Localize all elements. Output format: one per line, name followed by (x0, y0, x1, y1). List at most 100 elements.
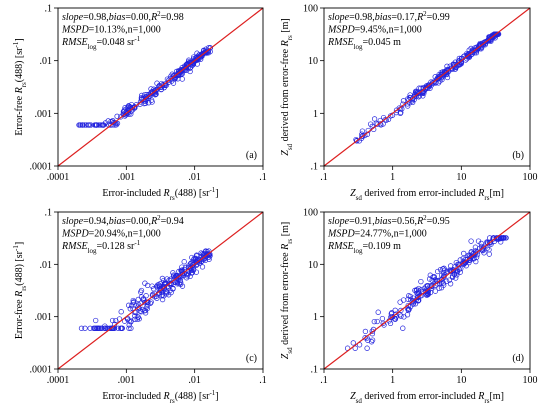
data-point (415, 298, 421, 304)
data-point (503, 235, 509, 241)
data-point (452, 66, 458, 72)
data-point (468, 238, 474, 244)
data-point (404, 305, 411, 312)
data-point (406, 97, 412, 103)
y-tick-label: .1 (45, 208, 53, 219)
data-point (374, 318, 380, 325)
data-point (482, 39, 488, 45)
data-point (127, 306, 133, 312)
y-tick-label: .01 (40, 56, 53, 67)
data-point (179, 66, 185, 73)
data-point (454, 270, 460, 276)
data-point (360, 133, 366, 139)
data-point (157, 281, 163, 287)
stat-line: MSPD=24.77%,n=1,000 (327, 229, 427, 240)
y-tick-label: .001 (35, 109, 53, 120)
y-tick-label: .0001 (30, 162, 53, 173)
data-point (128, 111, 134, 117)
data-point (134, 316, 140, 323)
data-point (371, 116, 378, 122)
data-point (115, 325, 121, 331)
data-point (187, 65, 193, 71)
data-point (415, 291, 421, 297)
data-point (486, 251, 492, 257)
data-point (482, 243, 488, 249)
plot-frame (57, 211, 264, 370)
panel-d: .1.1 1 1 10 10 100 100 slope=0.91,bias=0.56,R2=… (280, 208, 538, 406)
x-tick-label: 10 (456, 375, 466, 386)
data-point (475, 238, 482, 244)
data-point (438, 285, 445, 291)
data-point (447, 281, 454, 287)
data-point (486, 247, 492, 253)
y-tick-label: .001 (35, 312, 53, 323)
data-point (400, 297, 407, 303)
data-point (190, 262, 196, 268)
data-point (454, 272, 460, 278)
data-point (175, 76, 181, 82)
data-point (456, 55, 462, 62)
x-axis-label: Error-included Rrs(488) [sr-1] (102, 186, 218, 202)
data-point (143, 293, 149, 299)
data-point (389, 310, 395, 316)
data-point (501, 235, 507, 241)
data-point (432, 288, 439, 294)
data-point (446, 267, 453, 273)
y-tick-label: .1 (45, 4, 53, 15)
one-to-one-line (323, 211, 531, 370)
data-point (203, 49, 209, 55)
data-point (161, 281, 167, 287)
data-point (195, 55, 201, 61)
panel-a: .0001.0001 .001 .001 .01 .01 .1 .1 slope=0.98,b… (12, 4, 267, 203)
data-point (471, 47, 477, 54)
panel-label: (d) (512, 353, 524, 364)
data-point (441, 71, 447, 78)
data-point (119, 325, 125, 331)
data-point (168, 289, 174, 296)
data-point (421, 90, 427, 96)
data-point (426, 82, 432, 88)
data-point (365, 337, 371, 343)
data-point (167, 76, 173, 82)
y-tick-label: 100 (303, 4, 318, 15)
data-point (199, 256, 206, 262)
data-point (161, 277, 167, 284)
data-point (486, 239, 493, 246)
data-point (202, 257, 208, 264)
data-point (426, 276, 433, 282)
data-point (148, 97, 155, 103)
data-point (98, 325, 104, 331)
data-point (198, 56, 204, 62)
data-point (149, 283, 155, 289)
x-tick-label: 100 (523, 172, 538, 183)
data-point (135, 296, 141, 303)
data-point (364, 345, 370, 351)
data-point (359, 128, 366, 134)
data-point (132, 105, 138, 111)
stat-line: slope=0.98,bias=0.17,R2=0.99 (328, 10, 450, 23)
data-point (493, 31, 500, 37)
data-point (108, 122, 114, 128)
y-tick-label: 10 (308, 260, 318, 271)
one-to-one-line (323, 7, 531, 167)
data-point (128, 318, 134, 324)
data-point (113, 317, 119, 324)
data-point (126, 325, 132, 331)
data-point (188, 64, 194, 70)
data-point (161, 84, 167, 91)
data-point (83, 122, 90, 128)
data-point (436, 277, 442, 283)
data-point (143, 94, 150, 100)
data-point (158, 287, 165, 294)
data-point (129, 303, 135, 309)
stats-box: slope=0.91,bias=0.56,R2=0.95 MSPD=24.77%,… (327, 214, 450, 255)
data-point (492, 31, 498, 37)
stat-line: slope=0.91,bias=0.56,R2=0.95 (328, 214, 450, 227)
data-point (412, 89, 419, 95)
data-point (159, 296, 166, 303)
scatter-points (78, 248, 213, 331)
data-point (189, 254, 195, 261)
data-point (412, 301, 419, 307)
y-tick-label: .1 (311, 365, 319, 376)
x-tick-label: .0001 (47, 375, 70, 386)
